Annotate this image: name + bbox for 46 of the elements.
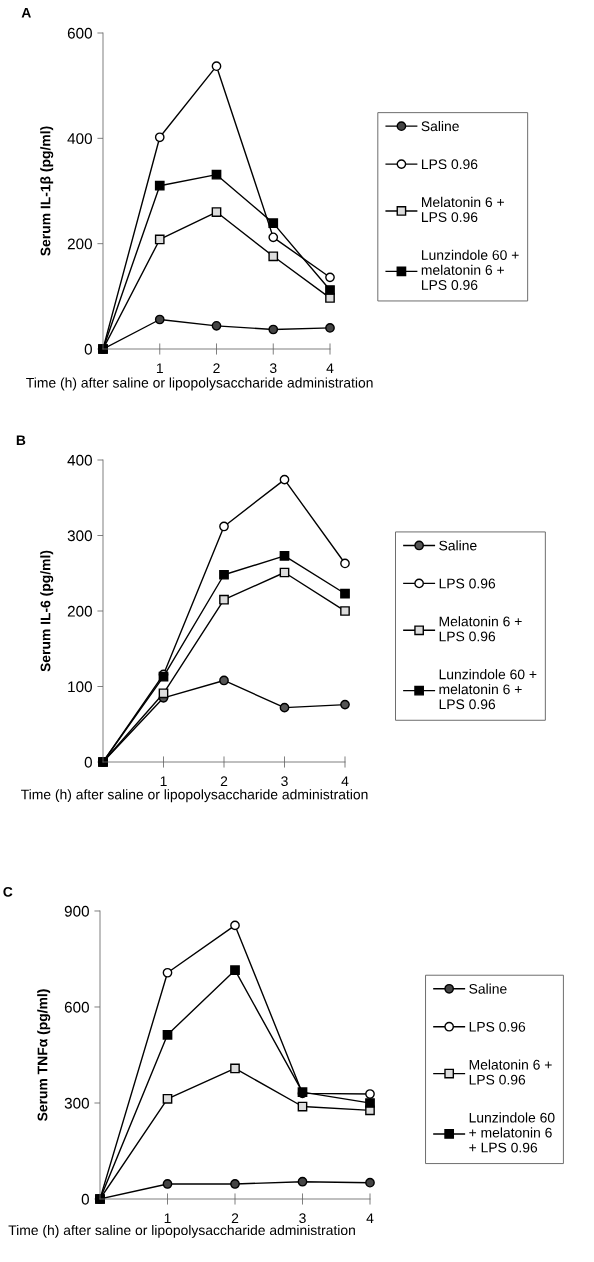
x-tick-label: 4 [366, 1213, 374, 1223]
legend-label: Melatonin 6 + LPS 0.96 [422, 196, 504, 223]
legend-label: LPS 0.96 [422, 159, 478, 170]
legend-label: Lunzindole 60 + melatonin 6 + LPS 0.96 [469, 1112, 555, 1153]
legend-label: Saline [421, 120, 459, 132]
x-tick-label: 1 [164, 1213, 171, 1223]
y-tick-label: 300 [67, 530, 92, 542]
y-tick-label: 900 [64, 905, 89, 917]
y-tick-label: 0 [81, 1193, 89, 1205]
legend-label: Saline [469, 983, 507, 994]
x-axis-title: Time (h) after saline or lipopolysaccharide administration [26, 377, 373, 391]
y-tick-label: 600 [64, 1001, 89, 1013]
chart-title: B [16, 435, 26, 446]
legend-label: LPS 0.96 [469, 1021, 526, 1032]
y-tick-label: 0 [84, 343, 92, 355]
y-tick-label: 200 [67, 605, 92, 617]
y-tick-label: 400 [67, 133, 92, 145]
legend-label: Saline [439, 540, 477, 551]
legend-label: Lunzindole 60 + melatonin 6 + LPS 0.96 [439, 669, 537, 710]
x-tick-label: 2 [213, 363, 220, 373]
x-tick-label: 2 [220, 776, 228, 786]
x-axis-title: Time (h) after saline or lipopolysaccharide administration [21, 789, 368, 803]
x-tick-label: 3 [281, 776, 288, 787]
x-tick-label: 4 [326, 363, 334, 373]
legend-label: LPS 0.96 [439, 578, 496, 589]
y-axis-title: Serum IL-6 (pg/ml) [40, 550, 54, 672]
y-axis-title: Serum IL-1β (pg/ml) [40, 126, 54, 256]
x-tick-label: 3 [299, 1213, 306, 1224]
y-tick-label: 400 [67, 454, 92, 466]
legend-label: Melatonin 6 + LPS 0.96 [439, 616, 522, 642]
y-tick-label: 300 [64, 1097, 89, 1109]
y-tick-label: 0 [84, 756, 92, 768]
y-tick-label: 100 [68, 681, 92, 693]
x-axis-title: Time (h) after saline or lipopolysaccharide administration [8, 1224, 355, 1238]
x-tick-label: 1 [160, 776, 167, 786]
chart-title: C [3, 886, 13, 897]
legend-label: Lunzindole 60 + melatonin 6 + LPS 0.96 [421, 249, 519, 290]
chart-title: A [21, 7, 31, 18]
legend-label: Melatonin 6 + LPS 0.96 [469, 1059, 552, 1085]
x-tick-label: 1 [156, 363, 163, 373]
y-axis-title: Serum TNFα (pg/ml) [37, 989, 51, 1121]
x-tick-label: 4 [341, 776, 349, 786]
y-tick-label: 600 [67, 27, 92, 39]
y-tick-label: 200 [67, 238, 92, 250]
x-tick-label: 2 [231, 1213, 239, 1223]
x-tick-label: 3 [269, 363, 277, 374]
